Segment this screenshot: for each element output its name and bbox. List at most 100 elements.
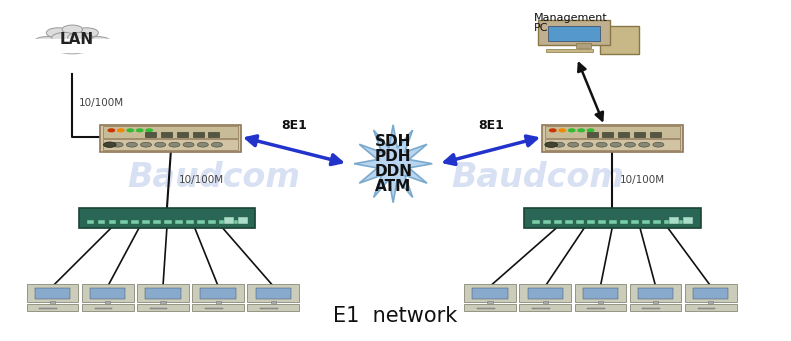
FancyBboxPatch shape (685, 284, 736, 302)
FancyBboxPatch shape (78, 208, 255, 228)
Bar (532, 308, 550, 309)
Bar (609, 220, 617, 224)
Bar (619, 132, 629, 137)
FancyBboxPatch shape (82, 304, 134, 311)
Bar (205, 308, 222, 309)
Bar (649, 132, 660, 137)
Circle shape (155, 142, 166, 147)
Bar (669, 217, 679, 224)
FancyBboxPatch shape (528, 210, 702, 228)
Bar (176, 132, 187, 137)
Bar (554, 220, 562, 224)
Circle shape (183, 142, 194, 147)
Bar (230, 220, 238, 224)
Bar (634, 132, 645, 137)
FancyBboxPatch shape (638, 288, 673, 299)
FancyBboxPatch shape (464, 284, 516, 302)
Ellipse shape (62, 25, 82, 34)
FancyBboxPatch shape (137, 304, 189, 311)
Circle shape (141, 142, 152, 147)
Bar (224, 217, 234, 224)
Bar (653, 220, 661, 224)
Bar (543, 301, 548, 305)
Text: PDH: PDH (375, 149, 411, 164)
FancyBboxPatch shape (542, 125, 683, 152)
Bar (105, 301, 111, 305)
Bar (532, 220, 539, 224)
Bar (708, 301, 713, 305)
Circle shape (596, 142, 607, 147)
Text: LAN: LAN (59, 32, 93, 47)
FancyBboxPatch shape (100, 125, 241, 152)
Bar (587, 308, 605, 309)
Circle shape (127, 142, 138, 147)
Ellipse shape (47, 28, 70, 38)
Text: 10/100M: 10/100M (620, 175, 665, 185)
Circle shape (118, 129, 124, 132)
Bar (598, 220, 606, 224)
FancyBboxPatch shape (248, 284, 299, 302)
FancyBboxPatch shape (524, 208, 701, 228)
Bar (215, 301, 221, 305)
Bar (642, 220, 650, 224)
Ellipse shape (74, 28, 98, 38)
Bar (95, 308, 112, 309)
Bar (108, 220, 116, 224)
Text: Management: Management (533, 13, 607, 23)
FancyBboxPatch shape (545, 139, 679, 150)
FancyBboxPatch shape (104, 127, 238, 138)
FancyBboxPatch shape (545, 127, 679, 138)
Bar (698, 308, 715, 309)
Bar (653, 301, 658, 305)
FancyBboxPatch shape (35, 288, 70, 299)
FancyBboxPatch shape (27, 304, 78, 311)
Bar (208, 220, 216, 224)
Bar (164, 220, 172, 224)
FancyBboxPatch shape (90, 288, 126, 299)
Ellipse shape (54, 40, 91, 54)
Bar (543, 220, 551, 224)
Text: ATM: ATM (375, 179, 411, 194)
Circle shape (146, 129, 153, 132)
Text: E1  network: E1 network (333, 306, 458, 326)
Bar (149, 308, 168, 309)
Bar (161, 132, 172, 137)
FancyBboxPatch shape (548, 26, 600, 41)
Circle shape (653, 142, 664, 147)
Bar (186, 220, 194, 224)
Bar (546, 49, 593, 52)
Ellipse shape (24, 42, 121, 53)
Bar (642, 308, 660, 309)
Bar (587, 132, 598, 137)
Text: 10/100M: 10/100M (78, 98, 123, 108)
FancyBboxPatch shape (630, 284, 682, 302)
Bar (86, 220, 94, 224)
FancyBboxPatch shape (192, 304, 244, 311)
FancyBboxPatch shape (574, 304, 626, 311)
FancyBboxPatch shape (146, 288, 180, 299)
Bar (175, 220, 183, 224)
Circle shape (578, 129, 585, 132)
Bar (153, 220, 161, 224)
FancyBboxPatch shape (583, 288, 618, 299)
Circle shape (582, 142, 593, 147)
Bar (238, 217, 248, 224)
Bar (40, 308, 57, 309)
FancyBboxPatch shape (546, 127, 683, 152)
FancyBboxPatch shape (472, 288, 508, 299)
Ellipse shape (52, 32, 77, 43)
Bar (676, 220, 683, 224)
FancyBboxPatch shape (137, 284, 189, 302)
FancyBboxPatch shape (82, 210, 256, 228)
FancyBboxPatch shape (538, 20, 610, 45)
FancyBboxPatch shape (104, 139, 238, 150)
FancyBboxPatch shape (600, 26, 639, 54)
Bar (576, 220, 584, 224)
Text: SDH: SDH (375, 134, 411, 149)
Circle shape (137, 129, 143, 132)
Bar (219, 220, 227, 224)
Polygon shape (354, 125, 432, 203)
FancyBboxPatch shape (520, 284, 571, 302)
Circle shape (624, 142, 635, 147)
Circle shape (545, 142, 558, 147)
